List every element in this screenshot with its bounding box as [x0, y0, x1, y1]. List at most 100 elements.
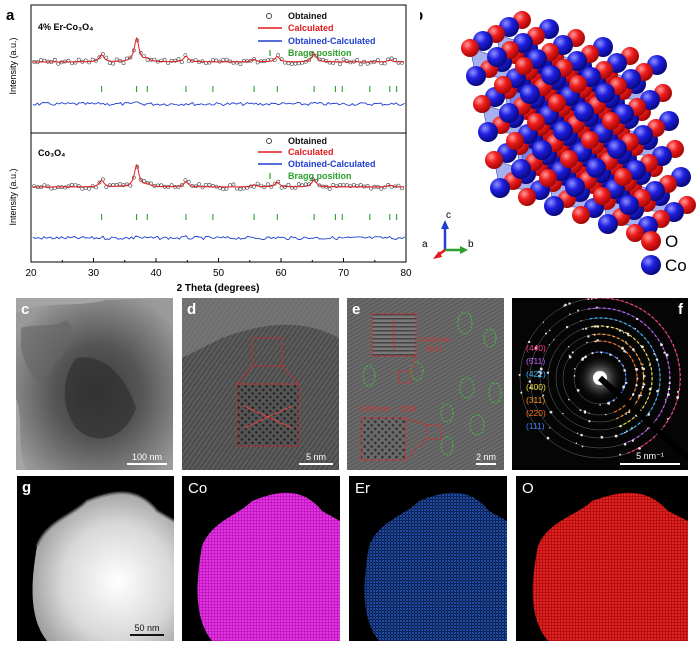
diffraction-spot [668, 382, 671, 385]
diffraction-spot [534, 346, 538, 350]
cobalt-swatch [641, 255, 661, 275]
obtained-point [76, 57, 81, 62]
xrd-figure: a 4% Er-Co₃O₄ Obtained Calculated Obtain… [6, 4, 412, 294]
diffraction-spot [538, 374, 541, 378]
panel-label-a: a [6, 7, 15, 24]
obtained-point [289, 185, 294, 190]
calculated-line [32, 36, 405, 63]
diffraction-spot [571, 351, 574, 354]
diffraction-spot [588, 420, 591, 423]
obtained-point [252, 184, 257, 189]
obtained-point [293, 61, 298, 66]
oxygen-atom [518, 188, 536, 206]
obtained-point [197, 182, 202, 187]
obtained-point [80, 186, 85, 191]
diffraction-spot [538, 370, 541, 374]
obtained-point [293, 185, 298, 190]
cobalt-atom [553, 121, 573, 141]
xrd-bottom-series [32, 163, 405, 241]
diffraction-spot [628, 410, 631, 414]
obtained-point [221, 57, 226, 62]
obtained-point [231, 182, 236, 187]
obtained-point [46, 184, 50, 189]
diffraction-spot [638, 394, 641, 397]
a-axis-label: a [422, 239, 428, 250]
diffraction-spot [579, 409, 582, 412]
obtained-point [32, 184, 37, 189]
diffraction-spot [520, 391, 523, 394]
obtained-point [111, 61, 116, 66]
xrd-top-panel: 4% Er-Co₃O₄ Obtained Calculated Obtained… [8, 11, 405, 107]
diffraction-spot [577, 309, 580, 312]
eds-map-er-image [364, 492, 507, 641]
ring-arc-422 [589, 317, 661, 435]
diffraction-spot [584, 327, 588, 330]
diffraction-spot [586, 341, 588, 344]
obtained-point [279, 185, 284, 190]
d-spacing-label-311: 0.243 nm [419, 335, 451, 344]
obtained-point [399, 61, 404, 65]
obtained-point [224, 57, 229, 62]
obtained-point [63, 185, 68, 190]
legend-difference: Obtained-Calculated [288, 159, 376, 169]
oxygen-atom [485, 151, 503, 169]
diffraction-spot [567, 346, 570, 348]
diffraction-spot [584, 355, 587, 359]
diffraction-spot [625, 413, 627, 415]
oxygen-label: O [665, 232, 678, 251]
obtained-point [238, 187, 243, 192]
eds-map-o-image [532, 492, 688, 641]
diffraction-spot [640, 345, 644, 349]
diffraction-spot [665, 353, 669, 357]
diffraction-spot [667, 388, 670, 391]
diffraction-spot [568, 355, 572, 359]
diffraction-spot [616, 357, 619, 359]
cobalt-atom [598, 214, 618, 234]
diffraction-spot [594, 298, 597, 299]
diffraction-spot [627, 334, 630, 337]
diffraction-spot [622, 331, 625, 334]
diffraction-spot [643, 383, 646, 386]
scale-bar-label-c: 100 nm [131, 452, 163, 462]
scale-bar-d: 5 nm [299, 452, 333, 465]
diffraction-spot [581, 445, 584, 448]
diffraction-spot [623, 369, 627, 372]
diffraction-ring [519, 298, 681, 459]
obtained-point [207, 60, 212, 65]
y-axis-label-top: Intensity (a.u.) [8, 37, 18, 94]
legend-obtained: Obtained [288, 11, 327, 21]
diffraction-spot [634, 327, 637, 330]
obtained-point [70, 182, 74, 187]
panel-label-f: f [678, 301, 683, 318]
ring-arc-511 [587, 307, 671, 445]
diffraction-spot [548, 344, 550, 346]
hrtem-panel-e: e 0.243 nm (311) 0.283 nm (220) 2 nm [347, 298, 504, 470]
diffraction-spot [618, 359, 621, 363]
diffraction-spot [623, 349, 626, 353]
cobalt-atom [490, 178, 510, 198]
diffraction-spot [518, 373, 521, 376]
cobalt-atom [574, 102, 594, 122]
sample-label-bottom: Co₃O₄ [38, 148, 65, 158]
diffraction-spot [666, 393, 670, 397]
diffraction-spot [549, 329, 551, 332]
legend-bragg: Bragg position [288, 171, 352, 181]
axes-indicator: c a b [422, 210, 474, 259]
diffraction-spot [614, 434, 618, 438]
x-tick-label: 20 [25, 268, 37, 279]
diffraction-spot [569, 313, 571, 315]
obtained-point [87, 186, 92, 191]
obtained-point [358, 62, 363, 67]
diffraction-spot [582, 328, 584, 330]
diffraction-spot [581, 357, 584, 361]
ring-arc-311 [592, 333, 645, 420]
obtained-point [221, 187, 226, 192]
diffraction-spot [587, 298, 590, 300]
spinel-lattice [461, 11, 696, 242]
ring-label-311: (311) [526, 395, 546, 405]
x-axis-label: 2 Theta (degrees) [177, 283, 260, 294]
diffraction-spot [619, 453, 622, 456]
hrtem-panel-d: d 5 nm [182, 298, 339, 470]
obtained-point [255, 181, 260, 186]
eds-map-er: Er [349, 476, 507, 641]
